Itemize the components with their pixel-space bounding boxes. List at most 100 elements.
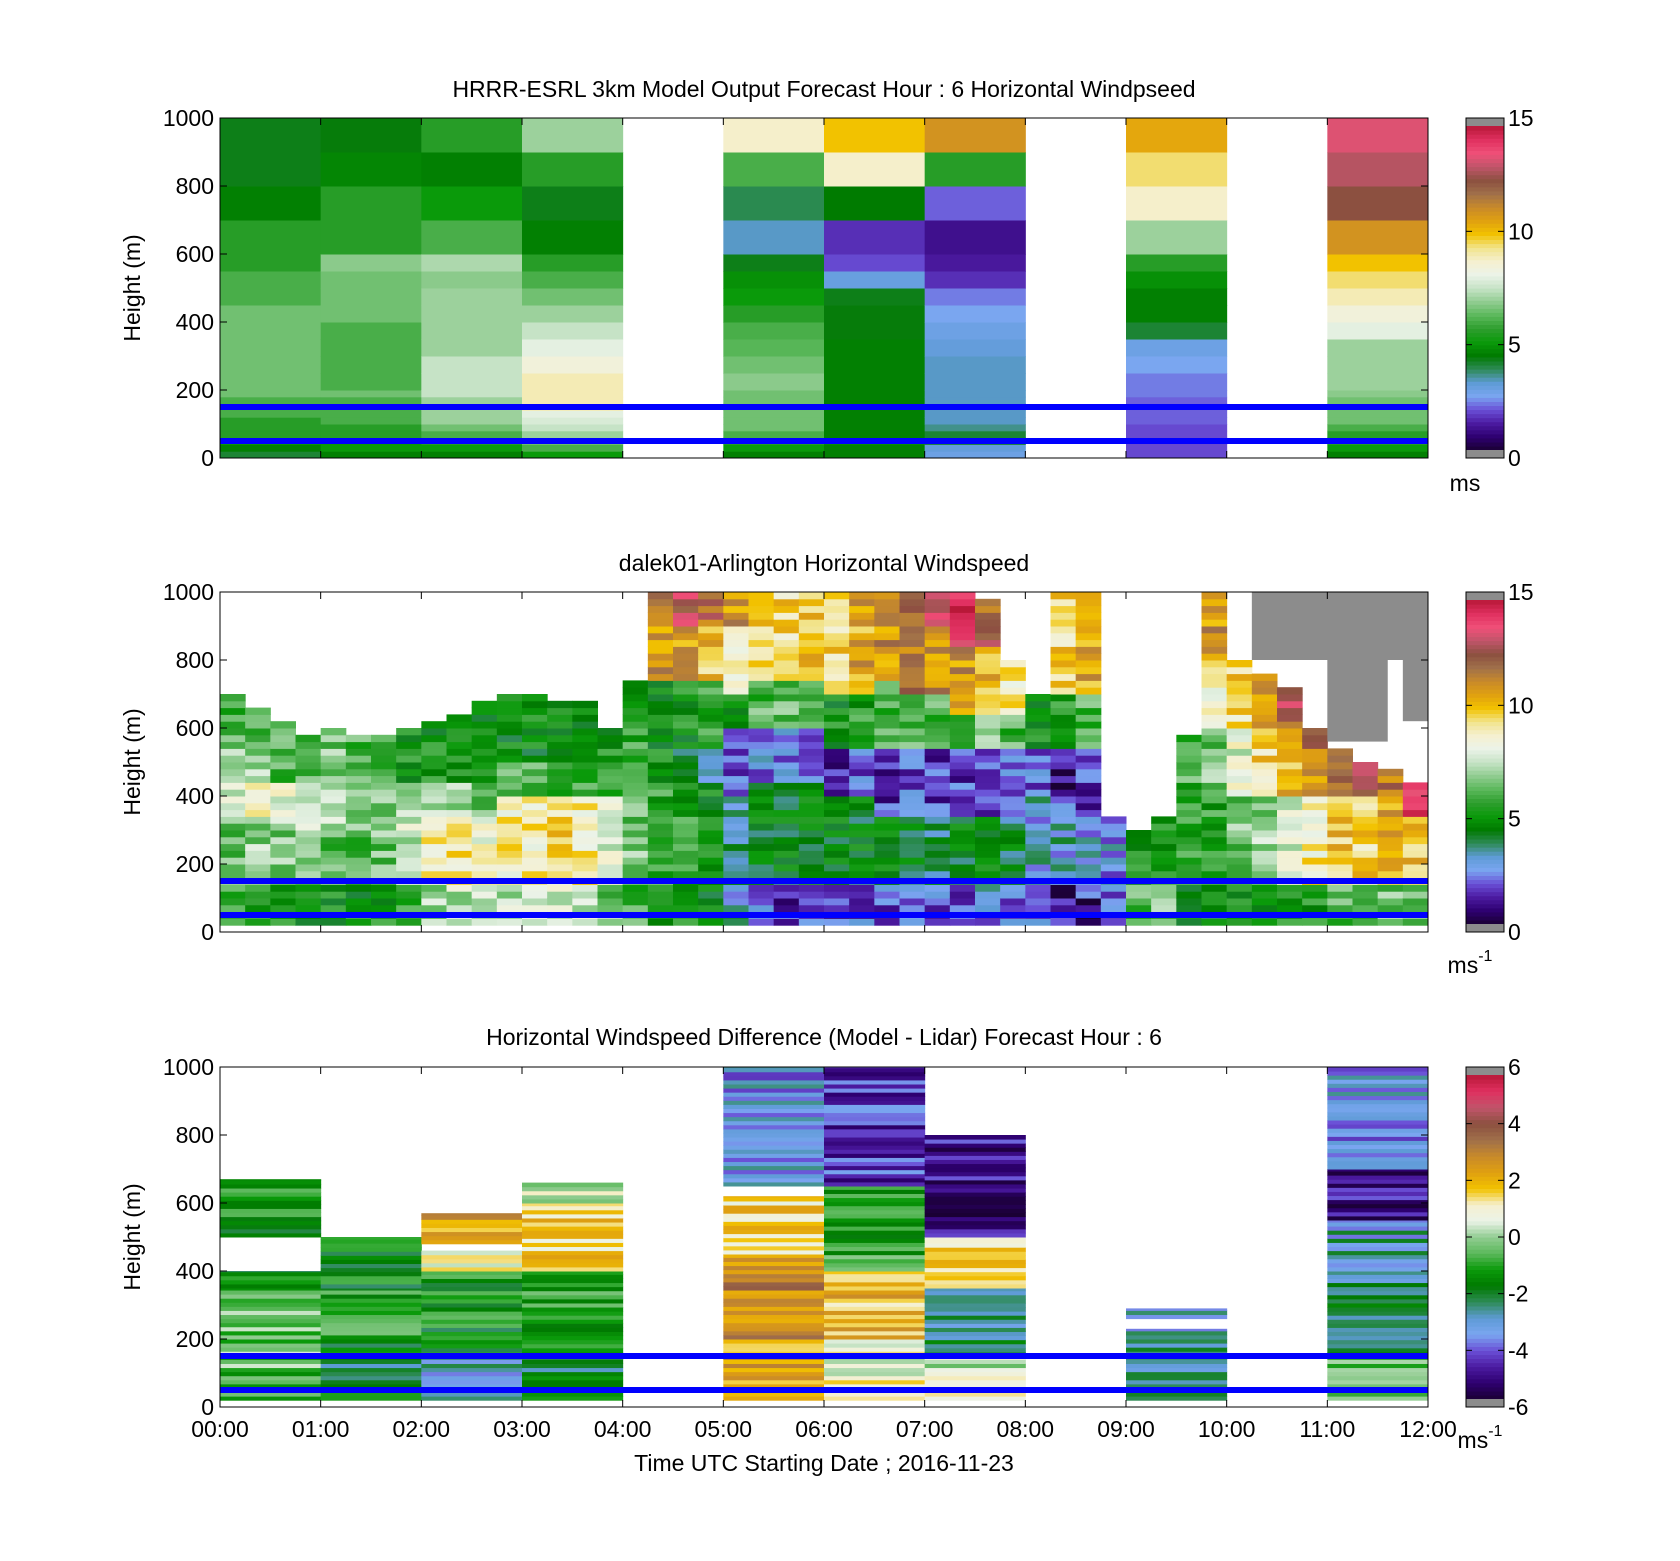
heatmap-cell — [321, 410, 422, 417]
heatmap-cell — [824, 776, 850, 783]
colorbar-segment — [1466, 766, 1504, 771]
heatmap-cell — [1302, 755, 1328, 762]
heatmap-cell — [1277, 823, 1303, 830]
heatmap-cell — [220, 373, 321, 391]
heatmap-cell — [1000, 782, 1026, 789]
heatmap-cell — [950, 653, 976, 660]
heatmap-cell — [497, 742, 523, 749]
heatmap-cell — [396, 816, 422, 823]
heatmap-cell — [723, 1125, 824, 1130]
heatmap-cell — [723, 687, 749, 694]
heatmap-cell — [975, 918, 1001, 925]
heatmap-cell — [1051, 701, 1077, 708]
heatmap-cell — [824, 1141, 925, 1146]
heatmap-cell — [220, 1359, 321, 1364]
heatmap-cell — [1378, 864, 1404, 871]
heatmap-cell — [220, 186, 321, 221]
heatmap-cell — [421, 1263, 522, 1268]
heatmap-cell — [925, 1217, 1026, 1222]
heatmap-cell — [1126, 271, 1227, 289]
heatmap-cell — [1227, 796, 1253, 803]
heatmap-cell — [824, 1310, 925, 1315]
heatmap-cell — [1176, 850, 1202, 857]
heatmap-cell — [799, 830, 825, 837]
heatmap-cell — [1202, 708, 1228, 715]
colorbar-segment — [1466, 713, 1504, 718]
heatmap-cell — [220, 1188, 321, 1193]
heatmap-cell — [723, 1153, 824, 1158]
heatmap-cell — [723, 1372, 824, 1377]
heatmap-cell — [497, 796, 523, 803]
heatmap-cell — [925, 1295, 1026, 1300]
heatmap-cell — [1327, 1396, 1428, 1401]
heatmap-cell — [723, 1205, 824, 1210]
heatmap-cell — [673, 660, 699, 667]
heatmap-cell — [1000, 816, 1026, 823]
heatmap-cell — [648, 884, 674, 891]
heatmap-cell — [296, 864, 322, 871]
heatmap-cell — [472, 714, 498, 721]
heatmap-cell — [396, 755, 422, 762]
heatmap-cell — [698, 748, 724, 755]
heatmap-cell — [497, 755, 523, 762]
heatmap-cell — [648, 871, 674, 878]
heatmap-cell — [900, 884, 926, 891]
heatmap-cell — [572, 871, 598, 878]
heatmap-cell — [1051, 891, 1077, 898]
colorbar-segment — [1466, 677, 1504, 682]
heatmap-cell — [371, 810, 397, 817]
colorbar-segment — [1466, 904, 1504, 909]
heatmap-cell — [522, 728, 548, 735]
heatmap-cell — [1252, 694, 1278, 701]
heatmap-cell — [1025, 742, 1051, 749]
heatmap-cell — [824, 1327, 925, 1332]
heatmap-cell — [950, 708, 976, 715]
heatmap-cell — [1076, 633, 1102, 640]
heatmap-cell — [321, 782, 347, 789]
heatmap-cell — [824, 1315, 925, 1320]
heatmap-cell — [296, 762, 322, 769]
heatmap-cell — [849, 918, 875, 925]
heatmap-cell — [547, 864, 573, 871]
heatmap-cell — [598, 762, 624, 769]
heatmap-cell — [321, 1247, 422, 1252]
heatmap-cell — [598, 803, 624, 810]
colorbar-segment — [1466, 742, 1504, 747]
heatmap-cell — [623, 728, 649, 735]
heatmap-cell — [1202, 769, 1228, 776]
heatmap-cell — [1252, 708, 1278, 715]
heatmap-cell — [1227, 871, 1253, 878]
heatmap-cell — [346, 776, 372, 783]
heatmap-cell — [1327, 1132, 1428, 1137]
heatmap-cell — [220, 891, 246, 898]
heatmap-cell — [925, 431, 1026, 438]
heatmap-cell — [723, 626, 749, 633]
colorbar-segment — [1466, 175, 1504, 180]
heatmap-cell — [1202, 918, 1228, 925]
heatmap-cell — [1051, 871, 1077, 878]
heatmap-cell — [346, 830, 372, 837]
heatmap-cell — [472, 898, 498, 905]
colorbar-segment — [1466, 1197, 1504, 1202]
heatmap-cell — [824, 653, 850, 660]
heatmap-cell — [925, 322, 1026, 340]
heatmap-cell — [673, 803, 699, 810]
heatmap-cell — [723, 701, 749, 708]
heatmap-cell — [824, 1274, 925, 1279]
heatmap-cell — [824, 1298, 925, 1303]
heatmap-cell — [925, 1340, 1026, 1345]
colorbar-segment — [1466, 357, 1504, 362]
heatmap-cell — [824, 1323, 925, 1328]
heatmap-cell — [1202, 735, 1228, 742]
heatmap-cell — [824, 1222, 925, 1227]
heatmap-cell — [824, 1193, 925, 1198]
heatmap-cell — [371, 769, 397, 776]
colorbar-segment — [1466, 726, 1504, 731]
heatmap-cell — [723, 1145, 824, 1150]
heatmap-cell — [698, 687, 724, 694]
heatmap-cell — [925, 599, 951, 606]
heatmap-cell — [1176, 803, 1202, 810]
heatmap-cell — [723, 714, 749, 721]
heatmap-cell — [270, 830, 296, 837]
heatmap-cell — [572, 748, 598, 755]
